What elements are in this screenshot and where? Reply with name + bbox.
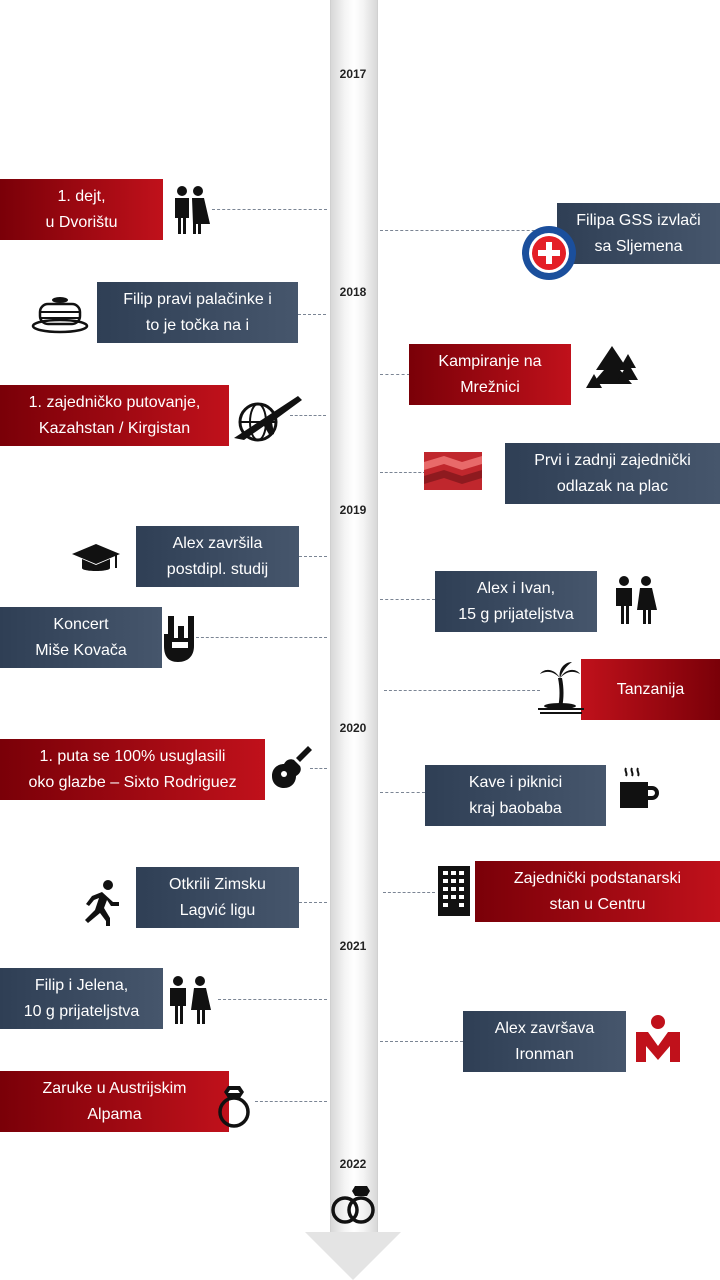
connector-line bbox=[380, 1041, 463, 1042]
event-market: Prvi i zadnji zajednički odlazak na plac bbox=[505, 443, 720, 504]
event-first-date: 1. dejt, u Dvorištu bbox=[0, 179, 163, 240]
year-label: 2022 bbox=[339, 1157, 367, 1171]
event-picnics: Kave i piknici kraj baobaba bbox=[425, 765, 606, 826]
event-first-trip: 1. zajedničko putovanje, Kazahstan / Kir… bbox=[0, 385, 229, 446]
year-label: 2017 bbox=[339, 67, 367, 81]
event-graduation: Alex završila postdipl. studij bbox=[136, 526, 299, 587]
event-gss-rescue: Filipa GSS izvlači sa Sljemena bbox=[557, 203, 720, 264]
connector-line bbox=[310, 768, 327, 769]
friends-icon bbox=[616, 576, 657, 624]
rock-hand-icon bbox=[164, 616, 194, 662]
mountain-rescue-logo-icon bbox=[522, 226, 576, 280]
ironman-logo-icon bbox=[636, 1015, 680, 1062]
connector-line bbox=[299, 556, 327, 557]
event-tanzania: Tanzanija bbox=[581, 659, 720, 720]
wedding-rings-icon bbox=[331, 1186, 375, 1224]
connector-line bbox=[384, 690, 540, 691]
connector-line bbox=[383, 892, 435, 893]
friends-icon bbox=[170, 976, 211, 1024]
connector-line bbox=[298, 314, 326, 315]
timeline-axis bbox=[330, 0, 378, 1232]
event-pancakes: Filip pravi palačinke i to je točka na i bbox=[97, 282, 298, 343]
globe-airplane-icon bbox=[234, 396, 302, 442]
connector-line bbox=[212, 209, 327, 210]
palm-island-icon bbox=[538, 662, 584, 714]
year-label: 2020 bbox=[339, 721, 367, 735]
apartment-building-icon bbox=[438, 866, 470, 916]
event-camping: Kampiranje na Mrežnici bbox=[409, 344, 571, 405]
connector-line bbox=[380, 230, 560, 231]
event-alex-ivan: Alex i Ivan, 15 g prijateljstva bbox=[435, 571, 597, 632]
engagement-ring-icon bbox=[218, 1086, 250, 1128]
connector-line bbox=[218, 999, 327, 1000]
graduation-cap-icon bbox=[72, 544, 120, 571]
coffee-cup-icon bbox=[620, 767, 659, 808]
event-concert: Koncert Miše Kovača bbox=[0, 607, 162, 668]
connector-line bbox=[380, 599, 435, 600]
couple-icon bbox=[175, 186, 210, 234]
event-apartment: Zajednički podstanarski stan u Centru bbox=[475, 861, 720, 922]
year-label: 2019 bbox=[339, 503, 367, 517]
connector-line bbox=[290, 415, 326, 416]
connector-line bbox=[255, 1101, 327, 1102]
guitar-icon bbox=[272, 746, 312, 788]
year-label: 2021 bbox=[339, 939, 367, 953]
pancakes-icon bbox=[31, 297, 89, 334]
connector-line bbox=[299, 902, 327, 903]
year-label: 2018 bbox=[339, 285, 367, 299]
runner-icon bbox=[85, 880, 119, 926]
connector-line bbox=[380, 792, 425, 793]
connector-line bbox=[380, 374, 410, 375]
connector-line bbox=[196, 637, 327, 638]
forest-camping-icon bbox=[586, 346, 638, 388]
connector-line bbox=[380, 472, 426, 473]
market-photo bbox=[424, 452, 482, 490]
event-engagement: Zaruke u Austrijskim Alpama bbox=[0, 1071, 229, 1132]
event-winter-league: Otkrili Zimsku Lagvić ligu bbox=[136, 867, 299, 928]
event-music: 1. puta se 100% usuglasili oko glazbe – … bbox=[0, 739, 265, 800]
event-filip-jelena: Filip i Jelena, 10 g prijateljstva bbox=[0, 968, 163, 1029]
timeline-arrow-head bbox=[305, 1232, 401, 1280]
event-ironman: Alex završava Ironman bbox=[463, 1011, 626, 1072]
